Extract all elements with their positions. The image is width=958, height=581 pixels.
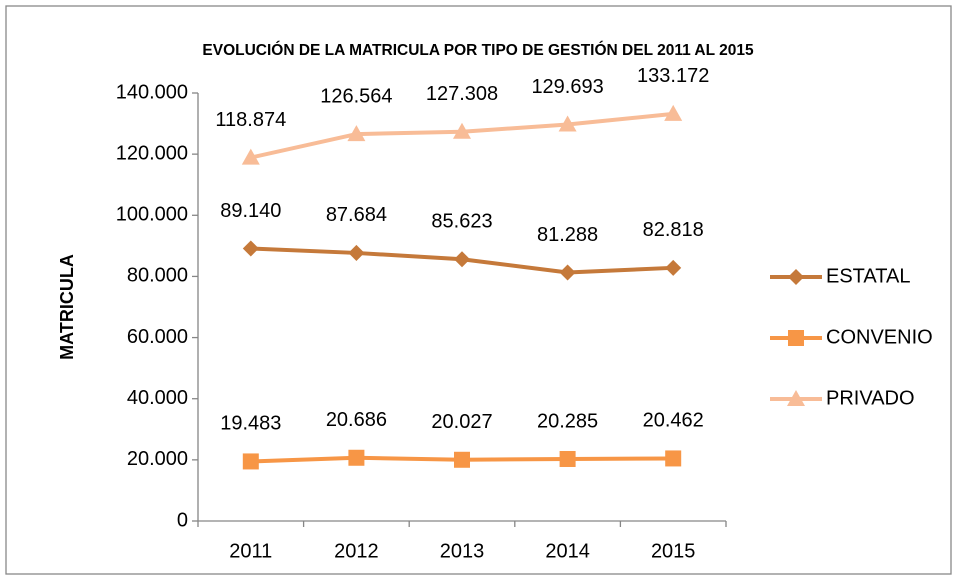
data-point (664, 104, 683, 121)
data-label: 19.483 (220, 413, 281, 435)
legend-label: CONVENIO (826, 326, 933, 348)
x-tick-label: 2012 (334, 540, 379, 562)
data-label: 20.462 (643, 410, 704, 432)
data-point (453, 122, 471, 139)
x-tick-label: 2013 (440, 540, 485, 562)
data-label: 20.285 (537, 410, 598, 432)
data-point (665, 259, 682, 276)
data-point (454, 451, 470, 468)
data-label: 85.623 (431, 211, 492, 233)
data-point (559, 450, 576, 467)
data-label: 82.818 (643, 219, 704, 241)
data-label: 20.686 (326, 409, 387, 431)
data-label: 129.693 (531, 76, 603, 98)
data-point (347, 125, 366, 142)
x-tick-label: 2015 (651, 540, 696, 562)
data-label: 127.308 (426, 83, 498, 105)
data-point (242, 240, 259, 257)
data-label: 20.027 (431, 411, 492, 433)
data-point (665, 450, 682, 467)
data-point (558, 115, 577, 132)
data-label: 126.564 (320, 85, 392, 107)
legend-marker (788, 330, 804, 346)
chart-border (5, 5, 952, 575)
data-point (242, 453, 259, 470)
legend-marker (787, 390, 805, 406)
y-tick-label: 140.000 (116, 81, 188, 103)
x-tick-label: 2014 (545, 540, 590, 562)
data-label: 133.172 (637, 65, 709, 87)
data-label: 87.684 (326, 204, 387, 226)
data-point (559, 264, 576, 281)
chart-title: EVOLUCIÓN DE LA MATRICULA POR TIPO DE GE… (202, 41, 754, 59)
y-tick-label: 120.000 (116, 142, 188, 164)
data-point (348, 244, 365, 261)
y-tick-label: 0 (177, 509, 188, 531)
y-tick-label: 20.000 (127, 448, 188, 470)
y-tick-label: 60.000 (127, 326, 188, 348)
y-tick-label: 40.000 (127, 387, 188, 409)
y-tick-label: 80.000 (127, 265, 188, 287)
data-point (348, 449, 365, 466)
data-point (454, 251, 470, 268)
x-tick-label: 2011 (229, 540, 272, 562)
data-label: 118.874 (215, 109, 286, 131)
y-tick-label: 100.000 (116, 204, 188, 226)
data-label: 81.288 (537, 224, 598, 246)
data-point (241, 148, 260, 165)
legend-label: ESTATAL (826, 265, 910, 287)
legend-marker (788, 269, 804, 285)
legend-label: PRIVADO (826, 387, 915, 409)
y-axis-label: MATRICULA (57, 254, 77, 360)
data-label: 89.140 (220, 200, 281, 222)
